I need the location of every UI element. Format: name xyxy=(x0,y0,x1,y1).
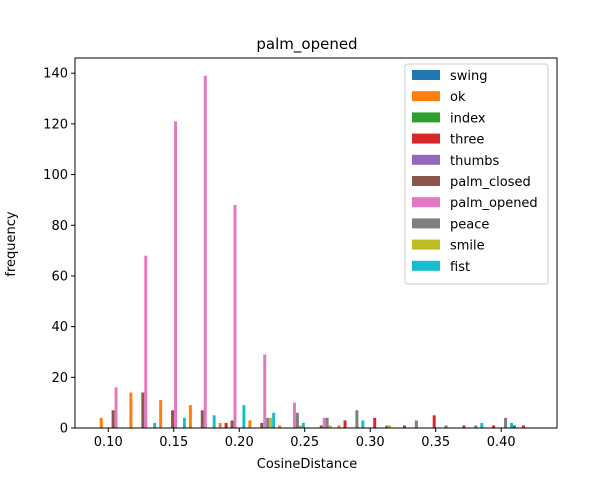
legend-label-peace: peace xyxy=(450,217,489,232)
bar-palm-closed-bin-4 xyxy=(230,420,234,428)
bar-smile-bin-7 xyxy=(328,425,332,428)
bar-three-bin-11 xyxy=(432,415,436,428)
bar-palm-closed-bin-3 xyxy=(200,410,204,428)
legend-label-palm-closed: palm_closed xyxy=(450,175,531,190)
bar-three-bin-8 xyxy=(343,420,347,428)
bar-palm-closed-bin-1 xyxy=(141,392,145,428)
bar-fist-bin-6 xyxy=(301,422,305,428)
legend-label-three: three xyxy=(450,133,484,148)
bar-ok-bin-0 xyxy=(99,417,103,428)
bar-fist-bin-5 xyxy=(272,412,276,428)
x-tick-label: 0.40 xyxy=(487,435,516,450)
bar-palm-opened-bin-6 xyxy=(292,402,296,428)
y-axis-label: frequency xyxy=(4,211,19,277)
bars xyxy=(99,75,525,429)
legend-swatch-smile xyxy=(412,239,440,250)
legend-swatch-palm-closed xyxy=(412,176,440,186)
bar-fist-bin-3 xyxy=(212,415,216,428)
bar-peace-bin-7 xyxy=(325,417,329,428)
bar-smile-bin-9 xyxy=(388,425,392,428)
bar-peace-bin-5 xyxy=(266,417,270,428)
bar-peace-bin-9 xyxy=(385,425,389,428)
x-tick-label: 0.15 xyxy=(159,435,188,450)
bar-fist-bin-2 xyxy=(182,417,186,428)
legend-label-index: index xyxy=(450,111,486,126)
bar-palm-opened-bin-3 xyxy=(203,75,207,429)
bar-three-bin-12 xyxy=(462,425,466,428)
legend-swatch-fist xyxy=(412,260,440,271)
bar-ok-bin-1 xyxy=(129,392,133,428)
legend-label-palm-opened: palm_opened xyxy=(450,196,538,211)
bar-palm-closed-bin-7 xyxy=(319,425,323,428)
bar-three-bin-14 xyxy=(521,425,525,428)
bar-swing-bin-14 xyxy=(512,425,516,428)
y-tick-label: 140 xyxy=(43,67,68,82)
x-tick-label: 0.35 xyxy=(421,435,450,450)
bar-peace-bin-6 xyxy=(295,412,299,428)
legend-swatch-thumbs xyxy=(412,154,440,165)
y-tick-label: 80 xyxy=(51,219,68,234)
x-tick-label: 0.20 xyxy=(225,435,254,450)
x-axis-label: CosineDistance xyxy=(257,457,358,472)
legend: swing ok index three thumbs palm_closed palm_o… xyxy=(404,63,549,285)
legend-label-fist: fist xyxy=(450,260,470,275)
bar-palm-opened-bin-4 xyxy=(233,204,237,428)
legend-label-smile: smile xyxy=(450,239,485,254)
bar-fist-bin-8 xyxy=(361,420,365,428)
bar-palm-opened-bin-5 xyxy=(263,354,267,428)
bar-palm-opened-bin-0 xyxy=(114,387,118,428)
x-ticks: 0.10 0.15 0.20 0.25 0.30 0.35 0.40 xyxy=(94,428,516,450)
legend-label-ok: ok xyxy=(450,90,466,105)
legend-swatch-peace xyxy=(412,218,440,229)
y-tick-label: 0 xyxy=(60,422,68,437)
bar-peace-bin-8 xyxy=(355,410,359,428)
bar-fist-bin-12 xyxy=(480,422,484,428)
bar-peace-bin-11 xyxy=(444,425,448,428)
x-tick-label: 0.30 xyxy=(356,435,385,450)
x-tick-label: 0.25 xyxy=(290,435,319,450)
bar-peace-bin-12 xyxy=(474,425,478,428)
bar-palm-closed-bin-5 xyxy=(260,422,264,428)
legend-label-swing: swing xyxy=(450,69,488,84)
bar-fist-bin-1 xyxy=(153,422,157,428)
axes-frame xyxy=(74,57,558,429)
bar-palm-opened-bin-7 xyxy=(322,417,326,428)
bar-fist-bin-13 xyxy=(510,422,513,428)
bar-palm-opened-bin-1 xyxy=(144,255,148,428)
bar-palm-closed-bin-0 xyxy=(111,410,115,428)
bar-three-bin-9 xyxy=(373,417,377,428)
legend-label-thumbs: thumbs xyxy=(450,154,499,169)
bar-smile-bin-6 xyxy=(298,425,302,428)
y-tick-label: 60 xyxy=(51,269,68,284)
legend-swatch-swing xyxy=(412,70,440,80)
legend-swatch-ok xyxy=(412,91,440,102)
chart-title: palm_opened xyxy=(256,35,357,54)
bar-ok-bin-5 xyxy=(248,420,252,428)
legend-box xyxy=(404,63,549,285)
y-tick-label: 40 xyxy=(51,320,68,335)
bar-three-bin-13 xyxy=(492,425,496,428)
bar-ok-bin-4 xyxy=(218,422,222,428)
bar-palm-closed-bin-2 xyxy=(171,410,175,428)
bar-peace-bin-10 xyxy=(414,420,418,428)
bar-ok-bin-2 xyxy=(159,400,163,428)
bar-fist-bin-4 xyxy=(242,405,246,428)
bar-three-bin-4 xyxy=(224,422,228,428)
legend-swatch-index xyxy=(412,112,440,123)
bar-smile-bin-5 xyxy=(269,417,273,428)
bar-ok-bin-8 xyxy=(337,425,341,428)
bar-palm-opened-bin-2 xyxy=(174,121,178,429)
bar-ok-bin-6 xyxy=(278,425,282,428)
y-ticks: 0 20 40 60 80 100 120 140 xyxy=(43,67,75,437)
legend-swatch-three xyxy=(412,133,440,144)
bar-ok-bin-3 xyxy=(188,405,192,428)
y-tick-label: 120 xyxy=(43,117,68,132)
x-tick-label: 0.10 xyxy=(94,435,123,450)
bar-three-bin-10 xyxy=(402,425,406,428)
y-tick-label: 20 xyxy=(51,371,68,386)
legend-swatch-palm-opened xyxy=(412,197,440,208)
y-tick-label: 100 xyxy=(43,168,68,183)
bar-peace-bin-13 xyxy=(504,417,508,428)
